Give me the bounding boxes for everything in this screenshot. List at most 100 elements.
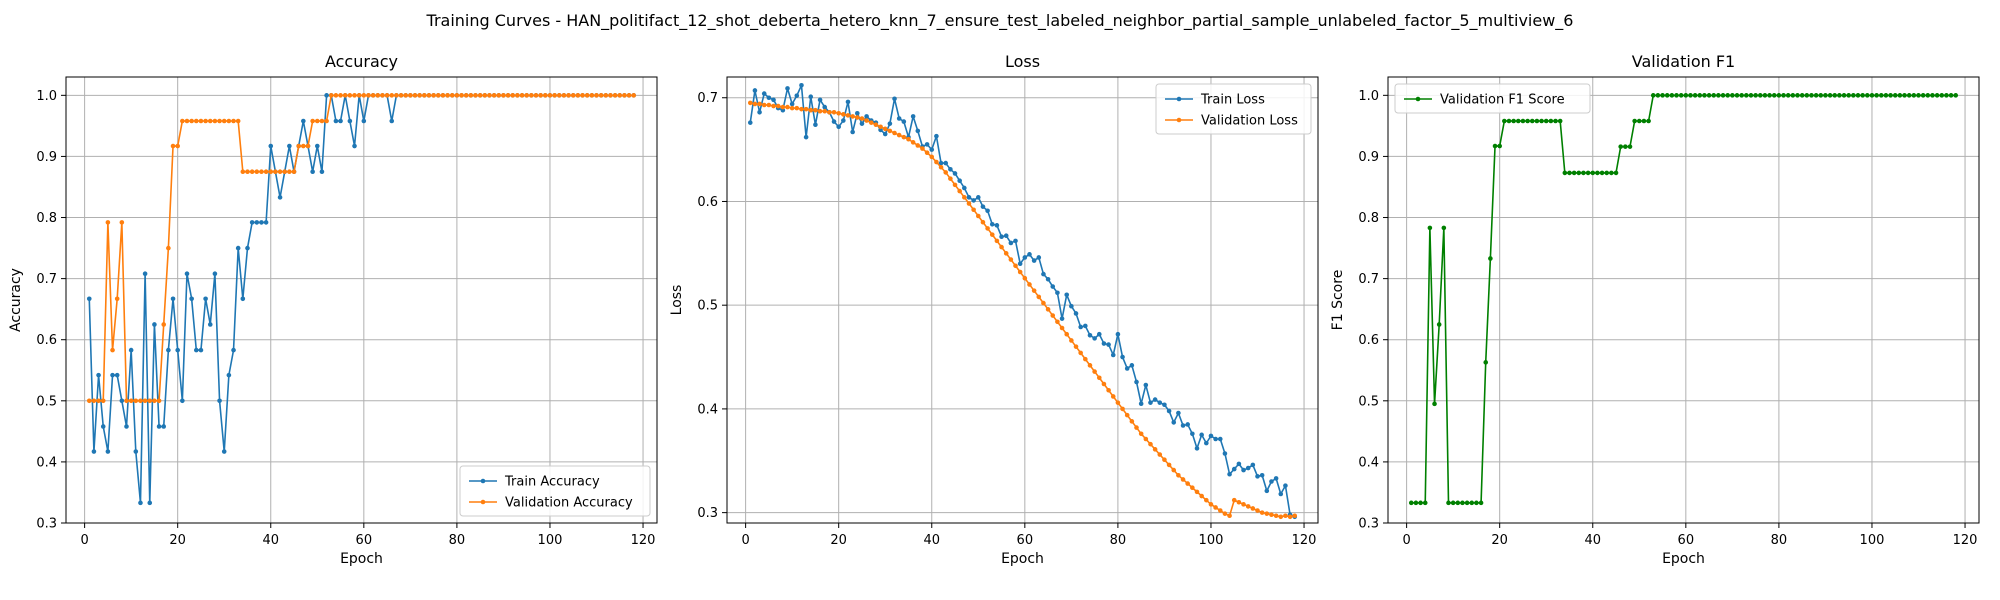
data-point [1120, 354, 1125, 360]
data-point [1744, 93, 1749, 98]
data-point [864, 114, 869, 119]
data-point [831, 109, 837, 115]
x-tick-label: 60 [1017, 533, 1034, 548]
data-point [1273, 513, 1279, 519]
data-point [1944, 93, 1949, 98]
data-point [1441, 225, 1447, 231]
y-axis-label: Loss [669, 285, 685, 316]
data-point [813, 122, 818, 128]
data-point [1785, 93, 1791, 98]
data-point [1041, 300, 1046, 306]
data-point [1888, 93, 1893, 98]
panel-title: Loss [1005, 52, 1040, 71]
data-point [589, 93, 595, 98]
data-point [1171, 420, 1177, 425]
data-point [1078, 324, 1083, 330]
data-point [1804, 93, 1810, 98]
data-point [771, 103, 776, 109]
data-point [1874, 93, 1879, 98]
data-point [1115, 400, 1121, 405]
data-point [152, 398, 157, 404]
data-point [543, 93, 548, 98]
data-point [473, 93, 478, 98]
data-point [347, 118, 353, 124]
data-point [156, 424, 162, 429]
data-point [1259, 510, 1265, 515]
y-tick-label: 0.5 [36, 394, 57, 409]
data-point [496, 93, 502, 98]
data-point [836, 111, 841, 116]
data-point [929, 154, 935, 160]
data-point [273, 169, 278, 174]
data-point [1185, 481, 1190, 486]
data-point [999, 234, 1004, 240]
y-axis-label: F1 Score [1330, 270, 1346, 331]
data-point [1087, 363, 1093, 368]
chart-panel-0: 0 20 40 60 80 100 120 0.3 0.4 0.5 0.6 0.7 0.8 0.9 1.0 A… [8, 52, 658, 567]
data-point [799, 83, 804, 88]
plot-frame [726, 76, 1319, 524]
data-point [1148, 441, 1153, 447]
x-tick-label: 60 [356, 533, 373, 548]
data-point [1678, 93, 1684, 98]
data-point [203, 118, 208, 124]
data-point [1562, 170, 1568, 176]
data-point [263, 169, 269, 174]
data-point [449, 93, 455, 98]
data-point [1292, 513, 1298, 519]
data-point [1446, 500, 1451, 506]
data-point [1236, 499, 1242, 505]
data-point [1106, 342, 1111, 347]
data-point [338, 93, 343, 98]
data-point [1259, 472, 1265, 478]
data-point [547, 93, 553, 98]
data-point [142, 271, 148, 277]
data-point [431, 93, 436, 98]
legend-label: Train Accuracy [504, 475, 600, 490]
data-point [780, 104, 786, 110]
data-point [254, 220, 260, 225]
data-point [766, 102, 772, 108]
legend: Train Accuracy Validation Accuracy [459, 465, 651, 517]
data-point [603, 93, 609, 98]
data-point [310, 169, 315, 174]
data-point [1953, 93, 1959, 98]
data-point [622, 93, 627, 98]
data-point [463, 93, 469, 98]
data-point [91, 398, 97, 404]
series-line-0 [1411, 94, 1956, 504]
data-point [1650, 93, 1656, 98]
data-point [1041, 271, 1046, 277]
data-point [207, 118, 213, 124]
data-point [552, 93, 557, 98]
data-point [1264, 511, 1270, 516]
data-point [789, 101, 795, 107]
series-line-0 [749, 84, 1296, 518]
data-point [896, 132, 902, 138]
data-point [999, 244, 1004, 250]
x-tick-label: 100 [538, 533, 563, 548]
data-point [1236, 461, 1242, 467]
data-point [1096, 331, 1102, 337]
data-point [1045, 276, 1051, 282]
chart-panel-1: 0 20 40 60 80 100 120 0.3 0.4 0.5 0.6 0.7 Loss Epoch L… [669, 52, 1319, 567]
data-point [342, 93, 348, 98]
data-point [305, 143, 311, 149]
data-point [1511, 118, 1516, 124]
data-point [1143, 436, 1149, 442]
chart-panels: 0 20 40 60 80 100 120 0.3 0.4 0.5 0.6 0.7 0.8 0.9 1.0 A… [8, 52, 1980, 567]
data-point [1753, 93, 1758, 98]
data-point [1664, 93, 1670, 98]
data-point [180, 398, 185, 404]
data-point [1706, 93, 1712, 98]
data-point [529, 93, 534, 98]
data-point [91, 449, 97, 454]
data-point [1408, 500, 1414, 506]
data-point [1609, 170, 1614, 176]
data-point [1013, 263, 1018, 269]
data-point [1911, 93, 1917, 98]
data-point [1162, 457, 1167, 463]
data-point [1655, 93, 1661, 98]
data-point [1525, 118, 1530, 124]
data-point [1059, 316, 1065, 321]
